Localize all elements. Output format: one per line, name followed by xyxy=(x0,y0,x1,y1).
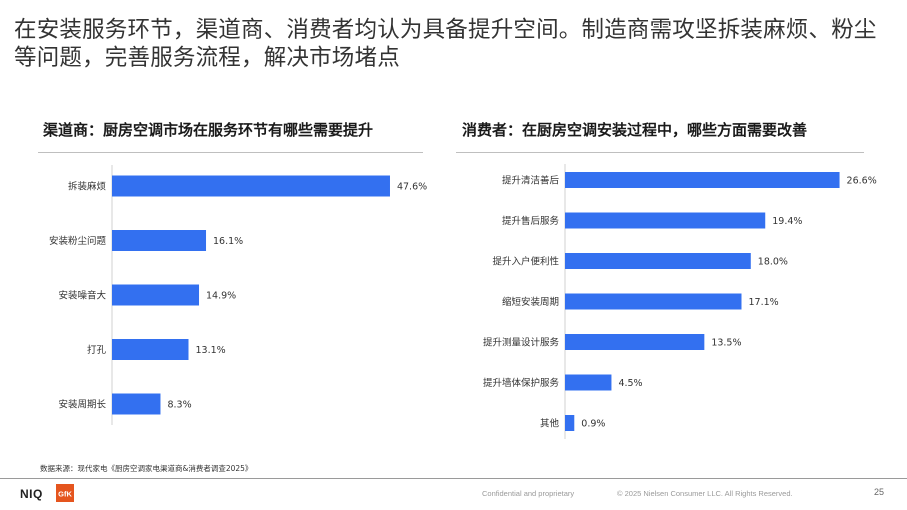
bar xyxy=(565,293,742,310)
niq-logo: NIQ xyxy=(20,487,43,501)
value-label: 47.6% xyxy=(397,182,427,193)
category-label: 提升测量设计服务 xyxy=(483,337,560,349)
bar xyxy=(112,339,189,360)
category-label: 安装粉尘问题 xyxy=(49,235,107,247)
bar xyxy=(112,284,200,306)
value-label: 8.3% xyxy=(167,400,191,411)
gfk-logo: GfK xyxy=(56,484,74,502)
value-label: 13.5% xyxy=(711,338,741,349)
value-label: 18.0% xyxy=(758,257,788,268)
category-label: 拆装麻烦 xyxy=(68,181,107,193)
category-label: 提升墙体保护服务 xyxy=(483,377,560,389)
bar xyxy=(565,415,575,431)
footer-divider xyxy=(0,478,907,479)
value-label: 16.1% xyxy=(213,236,243,247)
gfk-logo-text: GfK xyxy=(58,490,72,499)
bar xyxy=(565,212,766,229)
bar xyxy=(565,334,705,350)
category-label: 缩短安装周期 xyxy=(502,296,559,308)
value-label: 13.1% xyxy=(196,345,226,356)
category-label: 打孔 xyxy=(87,344,107,356)
bar xyxy=(112,230,207,251)
value-label: 19.4% xyxy=(772,216,802,227)
category-label: 提升售后服务 xyxy=(502,215,560,227)
value-label: 0.9% xyxy=(581,419,605,430)
page-headline: 在安装服务环节，渠道商、消费者均认为具备提升空间。制造商需攻坚拆装麻烦、粉尘等问… xyxy=(14,17,877,71)
value-label: 26.6% xyxy=(847,176,877,187)
category-label: 提升清洁善后 xyxy=(502,175,560,187)
category-label: 提升入户便利性 xyxy=(492,256,559,268)
bar xyxy=(112,393,161,415)
bar xyxy=(112,175,390,197)
page-number: 25 xyxy=(874,487,885,497)
category-label: 其他 xyxy=(540,418,560,430)
category-label: 安装周期长 xyxy=(58,399,106,411)
left-chart-divider xyxy=(38,152,423,153)
bar xyxy=(565,374,612,391)
value-label: 4.5% xyxy=(618,378,642,389)
category-label: 安装噪音大 xyxy=(58,290,106,302)
right-chart-title: 消费者：在厨房空调安装过程中，哪些方面需要改善 xyxy=(462,121,808,139)
footer-copyright: © 2025 Nielsen Consumer LLC. All Rights … xyxy=(617,489,793,498)
value-label: 17.1% xyxy=(748,297,778,308)
bar xyxy=(565,253,751,269)
right-chart-divider xyxy=(456,152,864,153)
footer-confidential: Confidential and proprietary xyxy=(482,489,575,498)
left-chart-title: 渠道商：厨房空调市场在服务环节有哪些需要提升 xyxy=(43,121,374,139)
bar xyxy=(565,172,840,188)
value-label: 14.9% xyxy=(206,291,236,302)
left-bar-chart: 拆装麻烦 47.6% 安装粉尘问题 16.1% 安装噪音大 14.9% 打孔 13.1% 安装周… xyxy=(49,165,427,425)
right-bar-chart: 提升清洁善后 26.6% 提升售后服务 19.4% 提升入户便利性 18.0% 缩短安装周期… xyxy=(483,164,877,439)
data-source-note: 数据来源：现代家电《厨房空调家电渠道商&消费者调查2025》 xyxy=(40,464,253,473)
